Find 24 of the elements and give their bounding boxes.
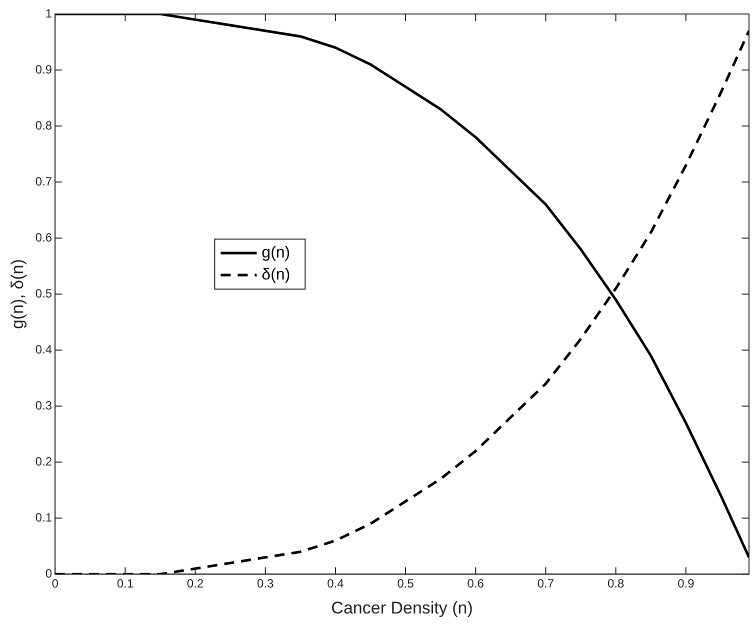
y-tick-label: 0.2 [35,454,52,468]
legend-label: g(n) [262,244,290,262]
x-tick-label: 0.8 [607,576,624,591]
y-axis-title: g(n), δ(n) [8,259,27,330]
y-tick-label: 0.9 [35,62,52,76]
x-tick-label: 0.3 [257,576,274,591]
y-tick-label: 0.5 [35,286,52,300]
legend-label: δ(n) [262,266,290,284]
x-tick-label: 0.6 [467,576,484,591]
y-tick-label: 0 [45,566,52,581]
y-tick-label: 0.1 [35,510,52,524]
x-tick-label: 0.9 [678,576,695,591]
x-axis-title: Cancer Density (n) [331,598,473,618]
x-tick-label: 0.5 [397,576,414,591]
y-tick-label: 0.6 [35,230,52,244]
x-tick-label: 0.2 [186,576,204,591]
y-tick-label: 0.3 [35,398,52,412]
x-tick-label: 0.1 [116,576,134,591]
y-tick-label: 0.7 [35,174,52,188]
x-tick-label: 0.4 [327,576,344,591]
y-tick-label: 0.4 [35,342,52,356]
x-tick-label: 0.7 [537,576,554,591]
y-tick-label: 0.8 [35,118,52,132]
y-tick-label: 1 [45,6,52,20]
